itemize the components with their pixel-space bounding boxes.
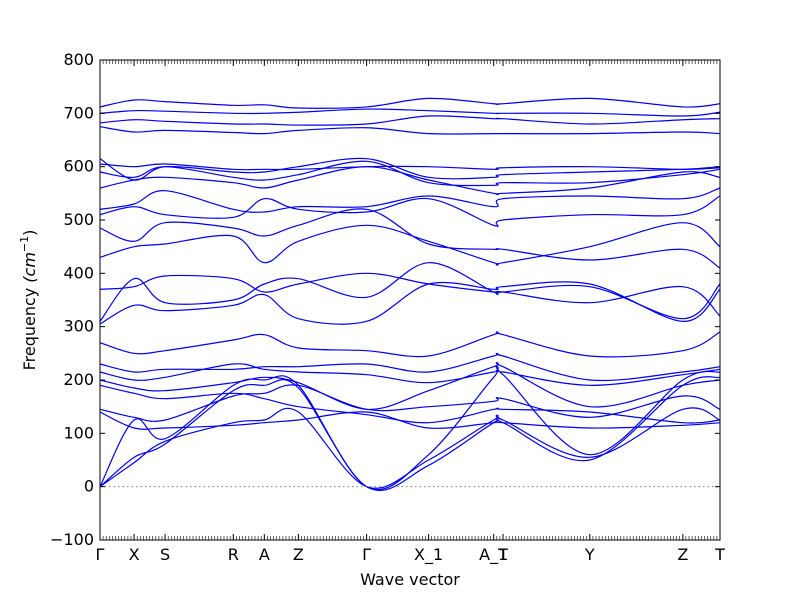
band-line-21 xyxy=(99,157,721,181)
y-tick-label: −100 xyxy=(50,530,94,549)
band-line-4 xyxy=(99,411,721,430)
x-tick-label: T xyxy=(714,545,725,564)
band-line-8 xyxy=(99,363,721,386)
band-line-13 xyxy=(99,272,721,317)
y-axis-unit-exponent: −1 xyxy=(18,236,31,252)
band-line-20 xyxy=(99,163,721,171)
y-tick-label: 300 xyxy=(63,317,94,336)
plot-background xyxy=(100,60,720,540)
band-line-9 xyxy=(99,352,721,382)
y-axis: −100 0 100 200 300 400 500 600 700 800 xyxy=(50,50,720,549)
x-tick-label: S xyxy=(160,545,170,564)
x-tick-label: X_1 xyxy=(414,545,443,565)
y-tick-label: 500 xyxy=(63,210,94,229)
x-tick-label: Y xyxy=(584,545,595,564)
band-line-10 xyxy=(99,331,721,358)
y-axis-label: Frequency (cm−1) xyxy=(18,230,39,371)
x-axis: Γ X S R A Z Γ X_1 A_1T Y Z T xyxy=(96,60,725,565)
x-tick-label: Z xyxy=(677,545,688,564)
band-line-17 xyxy=(99,187,721,213)
band-line-24 xyxy=(99,108,721,117)
plot-frame xyxy=(99,59,721,541)
band-line-11 xyxy=(99,281,721,325)
y-axis-unit-close: ) xyxy=(20,230,39,236)
band-line-16 xyxy=(99,195,721,227)
x-tick-label: A xyxy=(259,545,270,564)
x-axis-label: Wave vector xyxy=(360,570,460,589)
x-tick-label: X xyxy=(129,545,140,564)
band-line-2 xyxy=(99,407,721,489)
y-tick-label: 600 xyxy=(63,157,94,176)
y-tick-label: 400 xyxy=(63,263,94,282)
band-line-14 xyxy=(99,222,721,266)
x-tick-label: R xyxy=(228,545,239,564)
x-tick-label: Γ xyxy=(96,545,105,564)
band-line-12 xyxy=(99,262,721,322)
y-tick-label: 700 xyxy=(63,103,94,122)
y-axis-unit-open: (cm xyxy=(20,252,39,283)
band-line-7 xyxy=(99,362,721,410)
band-series xyxy=(99,97,721,492)
y-tick-label: 800 xyxy=(63,50,94,69)
minor-ticks xyxy=(99,60,721,540)
band-line-22 xyxy=(99,126,721,135)
band-line-6 xyxy=(99,384,721,424)
x-tick-label: Γ xyxy=(362,545,371,564)
y-tick-label: 100 xyxy=(63,423,94,442)
y-tick-label: 0 xyxy=(84,477,94,496)
y-axis-label-text: Frequency xyxy=(20,288,39,371)
y-tick-label: 200 xyxy=(63,370,94,389)
band-line-25 xyxy=(99,97,721,109)
x-tick-label: Z xyxy=(293,545,304,564)
band-line-3 xyxy=(99,365,721,491)
band-line-23 xyxy=(99,115,721,126)
x-tick-label: T xyxy=(497,545,508,564)
x-tick-label: A_1 xyxy=(479,545,508,565)
